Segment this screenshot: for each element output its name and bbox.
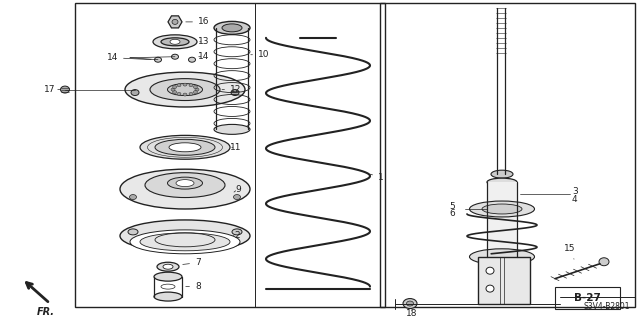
Text: 7: 7 xyxy=(183,258,201,267)
Ellipse shape xyxy=(120,220,250,252)
Text: 13: 13 xyxy=(198,37,209,46)
Ellipse shape xyxy=(406,301,413,306)
Ellipse shape xyxy=(168,177,202,189)
Ellipse shape xyxy=(154,57,161,62)
Ellipse shape xyxy=(172,54,179,59)
Ellipse shape xyxy=(150,78,220,100)
Ellipse shape xyxy=(130,230,240,254)
Text: S3V4-B2801: S3V4-B2801 xyxy=(584,302,630,311)
Text: 6: 6 xyxy=(449,210,455,219)
Ellipse shape xyxy=(170,39,180,44)
Ellipse shape xyxy=(163,264,173,269)
Text: 5: 5 xyxy=(449,202,455,211)
Text: 9: 9 xyxy=(234,185,241,194)
Bar xyxy=(555,286,620,308)
Ellipse shape xyxy=(232,229,242,235)
Ellipse shape xyxy=(189,84,193,87)
Ellipse shape xyxy=(129,195,136,200)
Ellipse shape xyxy=(470,201,534,217)
Ellipse shape xyxy=(193,91,197,93)
Ellipse shape xyxy=(189,57,195,62)
Text: 16: 16 xyxy=(186,18,209,26)
Ellipse shape xyxy=(493,179,511,185)
Ellipse shape xyxy=(171,88,175,91)
Ellipse shape xyxy=(173,85,177,89)
Ellipse shape xyxy=(128,229,138,235)
Ellipse shape xyxy=(486,285,494,292)
Text: 15: 15 xyxy=(564,244,576,259)
Ellipse shape xyxy=(145,173,225,197)
Ellipse shape xyxy=(189,93,193,95)
Ellipse shape xyxy=(125,72,245,107)
Text: 2: 2 xyxy=(233,231,239,240)
Text: 14: 14 xyxy=(198,52,209,61)
Ellipse shape xyxy=(403,299,417,308)
Ellipse shape xyxy=(155,139,215,155)
Ellipse shape xyxy=(168,84,202,95)
Ellipse shape xyxy=(177,93,181,95)
Ellipse shape xyxy=(193,85,197,89)
Ellipse shape xyxy=(222,24,242,32)
Text: 1: 1 xyxy=(370,173,384,182)
Text: 18: 18 xyxy=(406,309,418,318)
Text: 11: 11 xyxy=(230,143,241,152)
Ellipse shape xyxy=(153,35,197,49)
Bar xyxy=(487,182,517,257)
Bar xyxy=(380,3,635,307)
Ellipse shape xyxy=(183,93,187,96)
Text: FR.: FR. xyxy=(37,307,55,316)
Text: 12: 12 xyxy=(222,85,241,94)
Text: 4: 4 xyxy=(572,195,578,204)
Text: 14: 14 xyxy=(107,53,151,62)
Ellipse shape xyxy=(231,90,239,95)
Ellipse shape xyxy=(487,253,517,261)
Ellipse shape xyxy=(120,169,250,209)
Ellipse shape xyxy=(183,83,187,86)
Ellipse shape xyxy=(161,38,189,46)
Ellipse shape xyxy=(177,84,181,87)
Ellipse shape xyxy=(157,262,179,271)
Text: 17: 17 xyxy=(44,85,60,94)
Ellipse shape xyxy=(486,267,494,274)
Ellipse shape xyxy=(487,178,517,186)
Text: B-27: B-27 xyxy=(573,293,600,302)
Ellipse shape xyxy=(214,124,250,134)
Ellipse shape xyxy=(176,180,194,187)
Bar xyxy=(75,3,385,307)
Text: 10: 10 xyxy=(251,50,269,59)
Ellipse shape xyxy=(140,135,230,159)
Bar xyxy=(478,257,530,304)
Ellipse shape xyxy=(470,249,534,265)
Text: 8: 8 xyxy=(186,282,201,291)
Ellipse shape xyxy=(61,86,70,93)
Ellipse shape xyxy=(169,143,201,152)
Ellipse shape xyxy=(173,91,177,93)
Ellipse shape xyxy=(154,272,182,281)
Ellipse shape xyxy=(599,258,609,266)
Ellipse shape xyxy=(131,90,139,95)
Ellipse shape xyxy=(491,170,513,178)
Ellipse shape xyxy=(154,292,182,301)
Text: 3: 3 xyxy=(572,187,578,196)
Ellipse shape xyxy=(214,21,250,34)
Polygon shape xyxy=(168,16,182,28)
Ellipse shape xyxy=(172,19,178,24)
Ellipse shape xyxy=(482,204,522,214)
Ellipse shape xyxy=(234,195,241,200)
Ellipse shape xyxy=(140,233,230,251)
Ellipse shape xyxy=(195,88,199,91)
